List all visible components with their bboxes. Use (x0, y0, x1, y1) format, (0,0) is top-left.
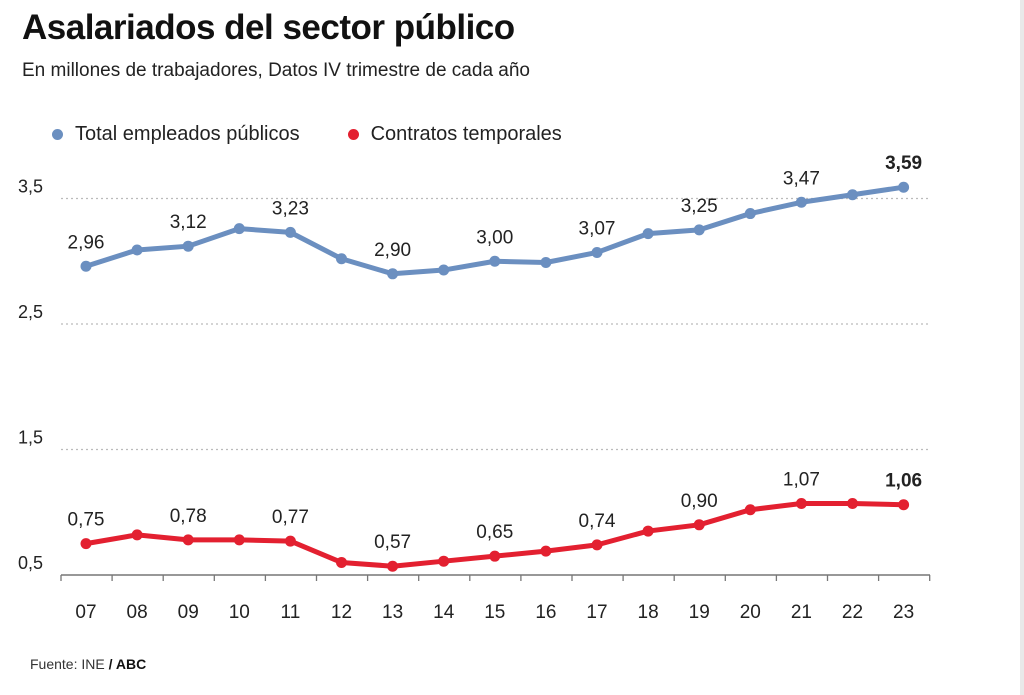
data-point (438, 264, 450, 276)
data-point (642, 525, 654, 537)
data-point (591, 246, 603, 258)
data-point (182, 534, 194, 546)
data-point (693, 519, 705, 531)
x-tick-label: 10 (229, 602, 250, 623)
data-point (489, 255, 501, 267)
data-point (233, 223, 245, 235)
data-point (336, 253, 347, 265)
data-label: 0,90 (681, 491, 718, 512)
legend: Total empleados públicos Contratos tempo… (52, 123, 562, 146)
y-tick-label: 3,5 (18, 177, 43, 197)
x-tick-label: 22 (842, 602, 863, 623)
data-point (693, 224, 705, 236)
data-point (795, 497, 807, 509)
source-note: Fuente: INE / ABC (30, 656, 146, 672)
data-label: 3,23 (272, 198, 309, 219)
data-point (284, 226, 296, 238)
data-point (744, 208, 756, 220)
y-tick-label: 0,5 (18, 553, 43, 573)
data-label: 3,12 (170, 212, 207, 233)
y-tick-label: 2,5 (18, 302, 43, 322)
data-point (233, 534, 245, 546)
data-label: 0,75 (68, 510, 105, 531)
legend-item-temporales: Contratos temporales (347, 123, 562, 146)
data-label: 0,74 (579, 511, 616, 532)
source-sep: / (104, 656, 116, 672)
source-brand: ABC (115, 656, 147, 672)
data-label: 3,00 (476, 227, 513, 248)
data-point (540, 545, 552, 557)
x-tick-label: 14 (433, 602, 455, 623)
x-tick-label: 08 (127, 602, 148, 623)
data-point (489, 550, 501, 562)
data-label: 1,07 (783, 469, 820, 490)
chart-title: Asalariados del sector público (22, 8, 515, 47)
data-point (131, 529, 143, 541)
data-point (591, 539, 603, 551)
x-tick-label: 12 (331, 602, 352, 623)
data-point (847, 189, 858, 201)
chart-subtitle: En millones de trabajadores, Datos IV tr… (22, 60, 530, 81)
data-point (642, 228, 654, 240)
data-point (744, 504, 756, 516)
data-point (182, 240, 194, 252)
y-tick-label: 1,5 (18, 428, 43, 448)
data-point (898, 181, 910, 193)
legend-dot-icon (52, 129, 63, 140)
data-point (540, 257, 552, 269)
x-tick-label: 09 (178, 602, 199, 623)
data-label: 0,78 (170, 506, 207, 527)
data-label: 2,96 (68, 232, 105, 253)
data-point (898, 499, 910, 511)
data-label: 3,47 (783, 168, 820, 189)
legend-label: Total empleados públicos (75, 123, 300, 145)
data-point (387, 560, 399, 572)
x-tick-label: 07 (75, 602, 96, 623)
x-tick-label: 21 (791, 602, 812, 623)
data-point (131, 244, 143, 256)
x-tick-label: 16 (535, 602, 556, 623)
x-tick-label: 23 (893, 602, 914, 623)
data-point (847, 497, 858, 509)
data-point (80, 260, 92, 272)
legend-label: Contratos temporales (370, 123, 562, 145)
frame-edge (1020, 0, 1024, 695)
data-point (336, 556, 347, 568)
data-point (284, 535, 296, 547)
data-label: 1,06 (885, 471, 922, 492)
data-point (387, 268, 399, 280)
data-label: 3,59 (885, 153, 922, 174)
x-tick-label: 20 (740, 602, 761, 623)
data-label: 3,07 (579, 218, 616, 239)
data-label: 0,57 (374, 532, 411, 553)
x-tick-label: 13 (382, 602, 403, 623)
x-tick-label: 18 (638, 602, 659, 623)
legend-dot-icon (347, 129, 359, 140)
data-label: 2,90 (374, 240, 411, 261)
data-label: 0,65 (476, 522, 513, 543)
data-label: 3,25 (681, 196, 718, 217)
x-tick-label: 19 (689, 602, 710, 623)
x-tick-label: 17 (586, 602, 607, 623)
data-point (80, 538, 92, 550)
x-tick-label: 11 (281, 602, 301, 623)
source-text: Fuente: INE (30, 656, 105, 672)
data-label: 0,77 (272, 507, 309, 528)
legend-item-total: Total empleados públicos (52, 123, 300, 146)
data-point (795, 196, 807, 208)
data-point (438, 555, 450, 567)
x-tick-label: 15 (484, 602, 505, 623)
